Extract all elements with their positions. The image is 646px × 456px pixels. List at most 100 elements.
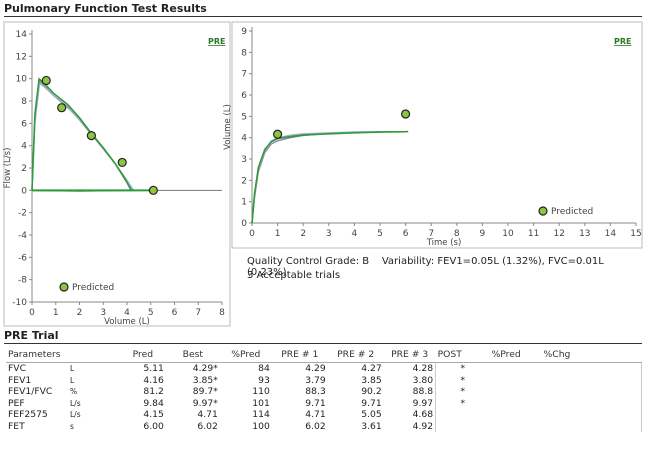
table-cell-best: 89.7* bbox=[192, 386, 218, 397]
table-cell-param: FET bbox=[8, 420, 25, 432]
table-row: FET s 6.00 6.02 100 6.02 3.61 4.92 bbox=[6, 420, 642, 433]
column-header: %Pred bbox=[219, 347, 272, 363]
series-line bbox=[31, 77, 134, 192]
x-tick-label: 15 bbox=[630, 229, 641, 239]
table-cell-post_pct bbox=[490, 386, 542, 398]
table-cell-p1: 9.71 bbox=[305, 397, 326, 409]
table-cell-pct: 101 bbox=[252, 397, 270, 409]
table-cell-post: * bbox=[435, 374, 490, 386]
y-tick-label: -10 bbox=[12, 298, 27, 308]
predicted-point bbox=[57, 103, 67, 113]
series-line bbox=[251, 131, 406, 224]
x-tick-label: 6 bbox=[172, 308, 178, 318]
pre-link[interactable]: PRE bbox=[208, 37, 226, 46]
table-cell-chg bbox=[541, 386, 642, 398]
y-tick-label: 8 bbox=[21, 97, 27, 107]
table-cell-unit: % bbox=[69, 387, 78, 396]
variability-text: Variability: FEV1=0.05L (1.32%), FVC=0.0… bbox=[247, 256, 604, 278]
column-header: PRE # 2 bbox=[327, 347, 384, 363]
y-tick-label: 7 bbox=[241, 70, 247, 80]
table-cell-unit: L/s bbox=[69, 410, 81, 419]
y-tick-label: 5 bbox=[241, 112, 247, 122]
y-tick-label: -8 bbox=[18, 276, 27, 286]
table-cell-p2: 90.2 bbox=[361, 386, 382, 397]
legend-label: Predicted bbox=[551, 207, 593, 217]
chart-frame bbox=[231, 21, 643, 249]
x-tick-label: 9 bbox=[480, 229, 486, 239]
series-line bbox=[251, 130, 409, 224]
table-cell-post: * bbox=[435, 362, 490, 375]
x-tick-label: 2 bbox=[77, 308, 83, 318]
quality-grade: Quality Control Grade: B bbox=[247, 256, 370, 267]
x-tick-label: 5 bbox=[377, 229, 383, 239]
table-cell-chg bbox=[541, 374, 642, 386]
x-tick-label: 7 bbox=[195, 308, 201, 318]
table-cell-param: FEF2575 bbox=[8, 409, 48, 420]
table-row: FEV1 L 4.16 3.85* 93 3.79 3.85 3.80 * bbox=[6, 374, 642, 387]
table-cell-unit: L bbox=[69, 364, 75, 373]
pre-link[interactable]: PRE bbox=[614, 37, 632, 46]
column-header bbox=[67, 347, 120, 363]
quality-line: Quality Control Grade: B Variability: FE… bbox=[247, 256, 646, 278]
predicted-point bbox=[273, 129, 283, 139]
x-tick-label: 12 bbox=[553, 229, 564, 239]
table-cell-p3: 9.97 bbox=[412, 397, 434, 409]
table-cell-pred: 5.11 bbox=[143, 363, 164, 374]
y-tick-label: 8 bbox=[241, 48, 247, 58]
series-line bbox=[31, 79, 134, 191]
y-tick-label: 2 bbox=[21, 164, 27, 174]
x-tick-label: 14 bbox=[605, 229, 617, 239]
column-header: %Pred bbox=[489, 347, 542, 363]
x-tick-label: 11 bbox=[528, 229, 539, 239]
table-cell-post_pct bbox=[490, 421, 542, 433]
y-tick-label: 0 bbox=[21, 186, 27, 196]
x-tick-label: 0 bbox=[249, 229, 255, 239]
y-tick-label: -4 bbox=[18, 231, 27, 241]
x-tick-label: 4 bbox=[124, 308, 130, 318]
predicted-point bbox=[148, 185, 158, 195]
table-cell-best: 3.85* bbox=[192, 374, 218, 386]
table-cell-p1: 4.71 bbox=[305, 409, 326, 420]
table-cell-pred: 4.16 bbox=[143, 374, 164, 386]
y-tick-label: 6 bbox=[241, 91, 247, 101]
x-axis-label: Time (s) bbox=[426, 238, 462, 248]
x-tick-label: 2 bbox=[300, 229, 306, 239]
y-tick-label: 1 bbox=[241, 198, 247, 208]
table-cell-unit: s bbox=[69, 421, 74, 431]
y-tick-label: 4 bbox=[21, 142, 27, 152]
y-tick-label: 12 bbox=[16, 52, 27, 62]
column-header: POST bbox=[435, 347, 490, 363]
table-cell-param: PEF bbox=[8, 397, 25, 409]
x-axis-label: Volume (L) bbox=[104, 317, 150, 327]
y-tick-label: -6 bbox=[18, 253, 27, 263]
y-tick-label: 14 bbox=[16, 30, 28, 40]
table-cell-pred: 81.2 bbox=[143, 386, 164, 397]
table-cell-post bbox=[435, 420, 490, 432]
series-line bbox=[31, 81, 135, 191]
table-cell-pct: 84 bbox=[258, 363, 270, 374]
table-cell-param: FEV1 bbox=[8, 374, 32, 386]
column-header: %Chg bbox=[541, 347, 642, 363]
y-tick-label: 3 bbox=[241, 155, 247, 165]
column-header: Best bbox=[165, 347, 220, 363]
x-tick-label: 6 bbox=[403, 229, 409, 239]
table-cell-pred: 6.00 bbox=[143, 420, 164, 432]
trial-title: PRE Trial bbox=[4, 329, 59, 342]
acceptable-trials: 3 Acceptable trials bbox=[247, 270, 341, 281]
table-cell-p3: 3.80 bbox=[412, 374, 434, 386]
table-row: FEF2575 L/s 4.15 4.71 114 4.71 5.05 4.68 bbox=[6, 409, 642, 421]
table-cell-p1: 3.79 bbox=[305, 374, 326, 386]
x-tick-label: 3 bbox=[100, 308, 106, 318]
trial-divider bbox=[4, 343, 642, 344]
predicted-point bbox=[86, 131, 96, 141]
table-cell-unit: L/s bbox=[69, 398, 81, 408]
table-cell-post: * bbox=[435, 386, 490, 398]
column-header: Parameters bbox=[6, 347, 68, 363]
y-tick-label: 2 bbox=[241, 176, 247, 186]
table-cell-p2: 3.85 bbox=[361, 374, 382, 386]
table-row: PEF L/s 9.84 9.97* 101 9.71 9.71 9.97 * bbox=[6, 397, 642, 409]
table-cell-p2: 4.27 bbox=[361, 363, 382, 374]
table-cell-pct: 100 bbox=[252, 420, 270, 432]
y-tick-label: 0 bbox=[241, 219, 247, 229]
table-cell-post_pct bbox=[490, 375, 542, 387]
